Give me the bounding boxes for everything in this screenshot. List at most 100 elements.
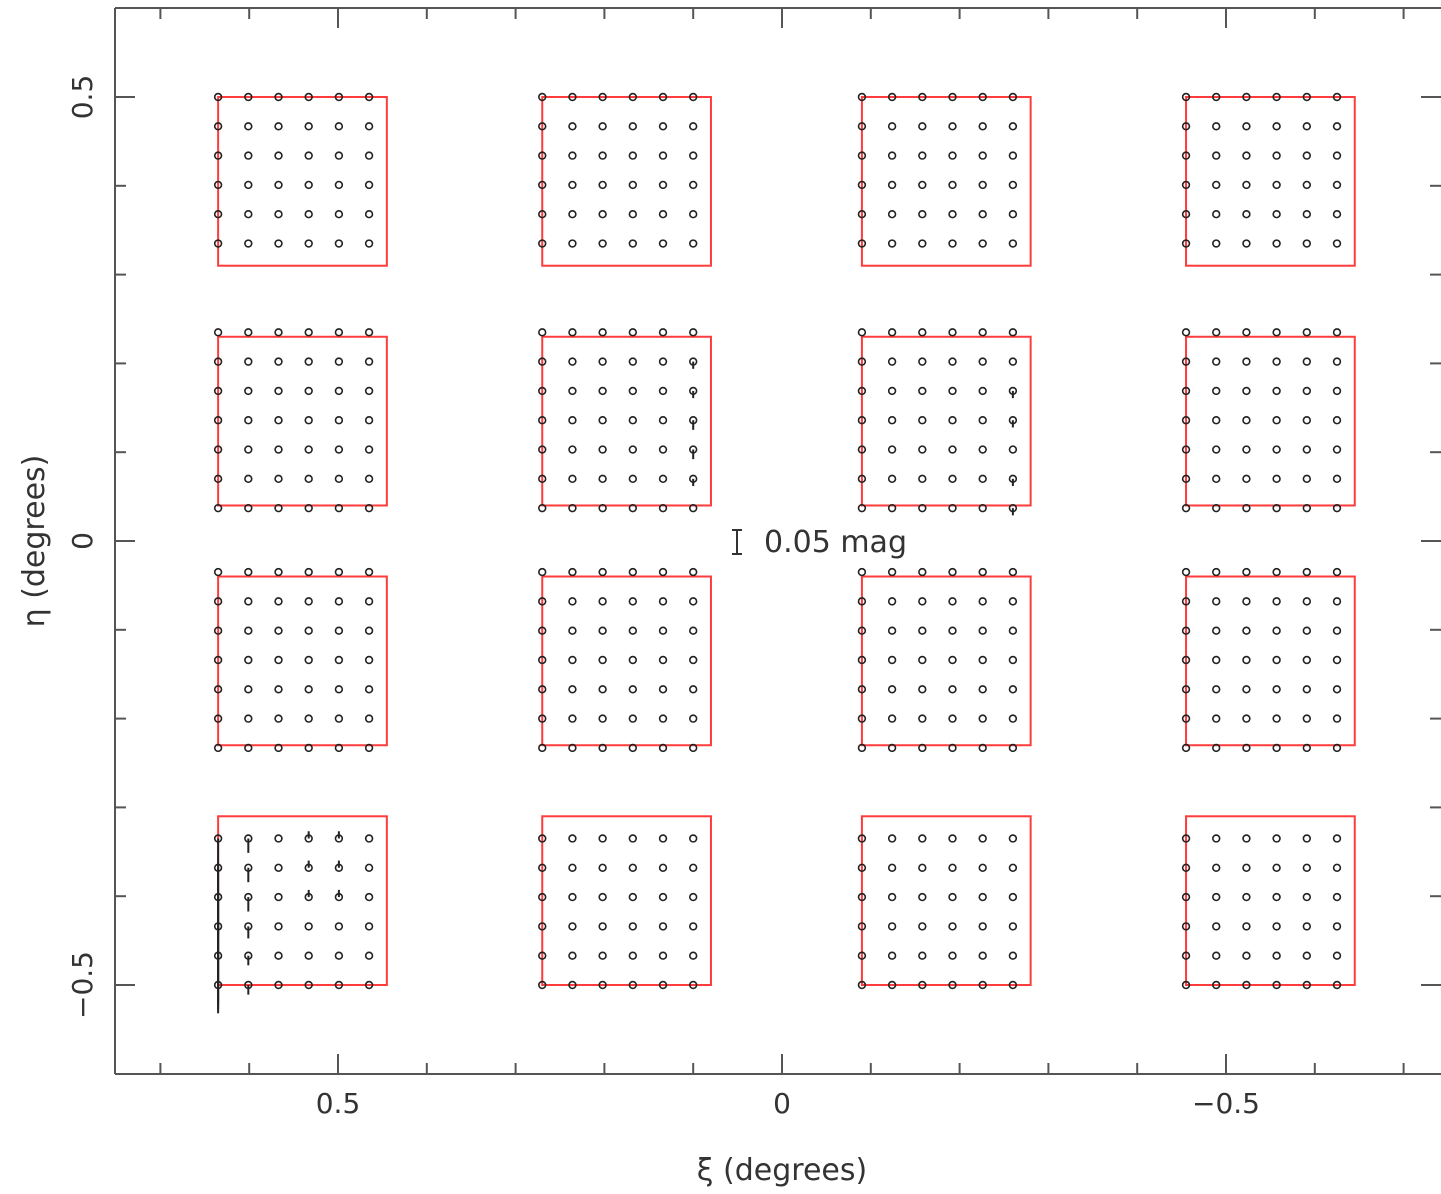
- sample-point: [948, 834, 957, 843]
- sample-point: [1302, 980, 1312, 990]
- sample-point: [658, 743, 668, 753]
- sample-point: [1332, 474, 1342, 484]
- sample-point: [918, 210, 927, 219]
- sample-point: [334, 151, 344, 160]
- sample-point: [978, 180, 987, 190]
- sample-point: [364, 445, 374, 454]
- sample-point: [538, 714, 547, 723]
- sample-point: [628, 655, 638, 665]
- sample-point: [1008, 92, 1018, 102]
- sample-point: [598, 328, 607, 337]
- sample-point: [1212, 863, 1221, 872]
- detector-box: [217, 96, 388, 267]
- sample-point: [244, 445, 253, 454]
- detector-box: [217, 815, 388, 987]
- sample-point: [538, 922, 547, 931]
- sample-point: [628, 597, 638, 606]
- sample-point: [1332, 597, 1342, 606]
- sample-point: [304, 951, 313, 960]
- sample-point: [857, 567, 867, 577]
- sample-point: [213, 122, 223, 131]
- sample-point: [538, 92, 547, 102]
- sample-point: [1302, 597, 1312, 606]
- sample-point: [304, 210, 313, 219]
- sample-point: [304, 239, 313, 248]
- sample-point: [918, 416, 927, 425]
- sample-point: [598, 416, 607, 425]
- sample-point: [857, 892, 867, 902]
- sample-point: [918, 180, 927, 190]
- sample-point: [244, 180, 253, 190]
- sample-point: [978, 980, 987, 990]
- detector-box: [217, 335, 388, 507]
- sample-point: [918, 685, 927, 694]
- sample-point: [598, 445, 607, 454]
- sample-point: [978, 239, 987, 248]
- sample-point: [948, 357, 957, 366]
- sample-point: [978, 597, 987, 606]
- sample-point: [658, 863, 668, 872]
- sample-point: [688, 892, 698, 902]
- sample-point: [628, 951, 638, 960]
- sample-point: [364, 122, 374, 131]
- sample-point: [364, 922, 374, 931]
- sample-point: [538, 980, 547, 990]
- sample-point: [598, 357, 607, 366]
- sample-point: [1332, 834, 1342, 843]
- sample-point: [304, 685, 313, 694]
- sample-point: [1212, 892, 1221, 902]
- sample-point: [244, 714, 253, 723]
- detector-box: [541, 815, 712, 987]
- sample-point: [1332, 922, 1342, 931]
- sample-point: [1242, 980, 1251, 990]
- sample-point: [948, 922, 957, 931]
- sample-point: [304, 445, 313, 454]
- sample-point: [364, 151, 374, 160]
- sample-point: [1181, 210, 1191, 219]
- sample-point: [538, 210, 547, 219]
- sample-point: [658, 151, 668, 160]
- sample-point: [1212, 980, 1221, 990]
- sample-point: [538, 863, 547, 872]
- sample-point: [978, 445, 987, 454]
- sample-point: [334, 922, 344, 931]
- sample-point: [688, 980, 698, 990]
- sample-point: [857, 922, 867, 931]
- sample-point: [1008, 922, 1018, 931]
- sample-point: [1302, 357, 1312, 366]
- sample-point: [1181, 685, 1191, 694]
- sample-point: [538, 655, 547, 665]
- sample-point: [887, 92, 897, 102]
- sample-point: [334, 655, 344, 665]
- sample-point: [568, 714, 577, 723]
- sample-point: [1242, 922, 1251, 931]
- sample-point: [887, 597, 897, 606]
- sample-point: [364, 980, 374, 990]
- sample-point: [1302, 714, 1312, 723]
- sample-point: [213, 239, 223, 248]
- sample-point: [538, 567, 547, 577]
- sample-point: [887, 626, 897, 635]
- sample-point: [948, 743, 957, 753]
- sample-point: [1242, 474, 1251, 484]
- sample-point: [628, 416, 638, 425]
- sample-point: [334, 743, 344, 753]
- sample-point: [948, 655, 957, 665]
- sample-point: [364, 951, 374, 960]
- sample-point: [304, 980, 313, 990]
- sample-point: [1332, 210, 1342, 219]
- sample-point: [334, 210, 344, 219]
- detector-box: [1185, 815, 1356, 987]
- sample-point: [1008, 597, 1018, 606]
- sample-point: [887, 834, 897, 843]
- sample-point: [1212, 922, 1221, 931]
- sample-point: [1181, 386, 1191, 396]
- sample-point: [244, 685, 253, 694]
- sample-point: [1008, 357, 1018, 366]
- sample-point: [1272, 386, 1281, 396]
- sample-point: [1302, 951, 1312, 960]
- sample-point: [688, 951, 698, 960]
- sample-point: [918, 863, 927, 872]
- sample-point: [887, 892, 897, 902]
- sample-point: [568, 328, 577, 337]
